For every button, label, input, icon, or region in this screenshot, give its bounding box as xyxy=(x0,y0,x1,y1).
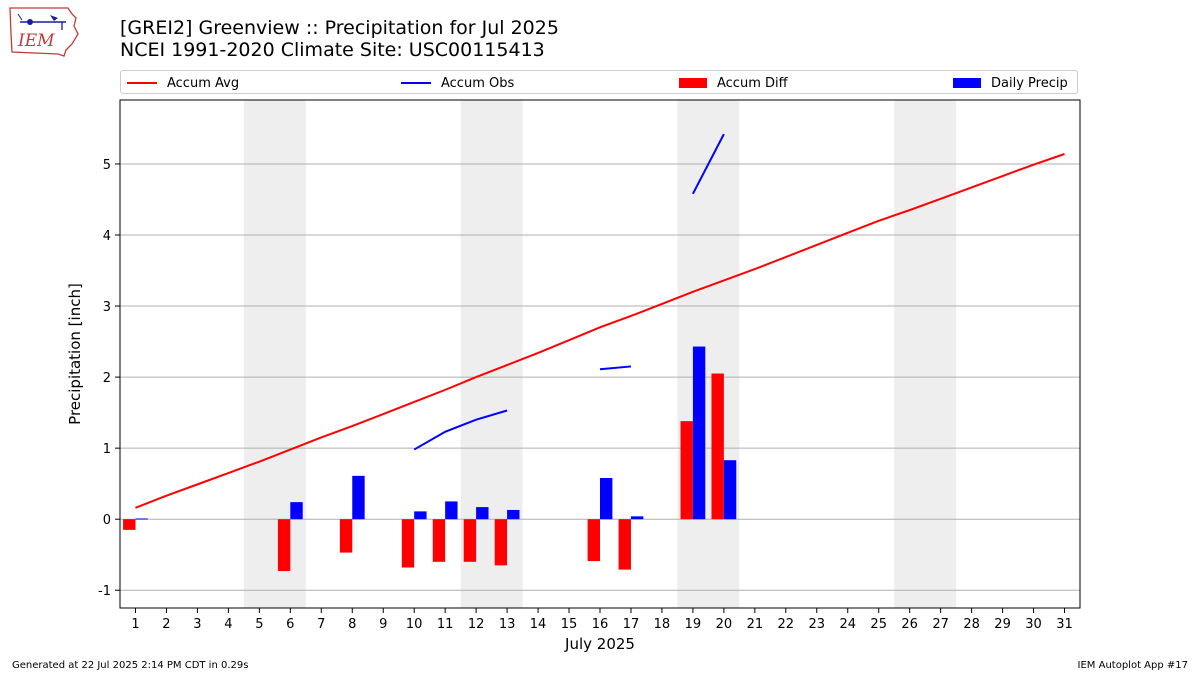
accum-obs-line xyxy=(599,365,632,371)
x-axis-label: July 2025 xyxy=(564,635,635,653)
legend-label-accum-obs: Accum Obs xyxy=(441,75,515,91)
accum-diff-bar xyxy=(401,519,415,568)
daily-precip-bar xyxy=(476,507,489,520)
daily-precip-bar xyxy=(352,475,365,520)
accum-diff-bar xyxy=(711,373,724,520)
y-tick-label: 2 xyxy=(103,371,111,386)
x-tick-label: 18 xyxy=(654,617,671,632)
legend-swatch-daily-precip xyxy=(953,78,981,88)
chart-title: [GREI2] Greenview :: Precipitation for J… xyxy=(120,17,559,39)
daily-precip-bar xyxy=(600,477,613,520)
accum-obs-line xyxy=(692,133,725,195)
x-tick-label: 3 xyxy=(193,617,201,632)
x-tick-label: 27 xyxy=(932,617,949,632)
logo-text: IEM xyxy=(17,31,55,51)
legend: Accum Avg Accum Obs Accum Diff Daily Pre… xyxy=(120,70,1078,94)
accum-diff-bar xyxy=(432,519,446,562)
x-tick-label: 6 xyxy=(286,617,294,632)
x-tick-label: 24 xyxy=(839,617,856,632)
x-tick-label: 4 xyxy=(224,617,232,632)
accum-avg-line xyxy=(135,153,1065,509)
accum-diff-bar xyxy=(463,519,477,562)
legend-swatch-accum-obs xyxy=(401,82,431,84)
x-tick-label: 29 xyxy=(994,617,1011,632)
x-tick-label: 31 xyxy=(1056,617,1073,632)
iem-logo: IEM xyxy=(6,4,82,60)
y-tick-label: 5 xyxy=(103,158,111,173)
legend-item-accum-avg: Accum Avg xyxy=(127,74,239,92)
chart-subtitle: NCEI 1991-2020 Climate Site: USC00115413 xyxy=(120,39,545,61)
x-tick-label: 17 xyxy=(623,617,640,632)
x-tick-label: 14 xyxy=(530,617,547,632)
y-tick-label: 0 xyxy=(103,513,111,528)
daily-precip-bar xyxy=(692,346,706,520)
x-tick-label: 1 xyxy=(131,617,139,632)
y-tick-label: -1 xyxy=(98,584,111,599)
y-axis-label: Precipitation [inch] xyxy=(66,283,84,425)
legend-label-accum-diff: Accum Diff xyxy=(717,75,788,91)
daily-precip-bar xyxy=(135,518,148,520)
daily-precip-bar xyxy=(507,509,520,520)
y-tick-label: 4 xyxy=(103,229,111,244)
accum-diff-bar xyxy=(587,519,600,562)
x-tick-label: 11 xyxy=(437,617,454,632)
x-tick-label: 16 xyxy=(592,617,609,632)
x-tick-label: 8 xyxy=(348,617,356,632)
daily-precip-bar xyxy=(630,516,644,520)
x-tick-label: 5 xyxy=(255,617,263,632)
x-tick-label: 7 xyxy=(317,617,325,632)
accum-obs-line xyxy=(413,409,508,451)
accum-diff-bar xyxy=(339,519,353,553)
accum-diff-bar xyxy=(680,421,693,520)
daily-precip-bar xyxy=(290,502,303,520)
legend-item-accum-diff: Accum Diff xyxy=(679,74,788,92)
x-tick-label: 19 xyxy=(685,617,702,632)
x-tick-label: 13 xyxy=(499,617,516,632)
accum-diff-bar xyxy=(123,519,136,530)
x-tick-label: 15 xyxy=(561,617,578,632)
x-tick-label: 28 xyxy=(963,617,980,632)
x-tick-label: 12 xyxy=(468,617,485,632)
x-tick-label: 20 xyxy=(716,617,733,632)
accum-diff-bar xyxy=(618,519,631,570)
x-tick-label: 23 xyxy=(809,617,826,632)
x-tick-label: 2 xyxy=(162,617,170,632)
x-tick-label: 21 xyxy=(747,617,764,632)
footer-app-id: IEM Autoplot App #17 xyxy=(1077,660,1188,671)
daily-precip-bar xyxy=(414,511,427,520)
legend-swatch-accum-avg xyxy=(127,82,157,84)
x-tick-label: 25 xyxy=(870,617,887,632)
legend-label-daily-precip: Daily Precip xyxy=(991,75,1068,91)
footer-generated: Generated at 22 Jul 2025 2:14 PM CDT in … xyxy=(12,660,249,671)
weekend-band xyxy=(677,100,740,608)
x-tick-label: 22 xyxy=(778,617,795,632)
title-block: [GREI2] Greenview :: Precipitation for J… xyxy=(120,17,559,61)
x-tick-label: 30 xyxy=(1025,617,1042,632)
iowa-map-icon: IEM xyxy=(9,7,79,57)
weekend-band xyxy=(894,100,957,608)
y-tick-label: 3 xyxy=(103,300,111,315)
accum-diff-bar xyxy=(277,519,291,572)
legend-item-accum-obs: Accum Obs xyxy=(401,74,514,92)
accum-diff-bar xyxy=(494,519,508,566)
legend-item-daily-precip: Daily Precip xyxy=(953,74,1068,92)
x-tick-label: 26 xyxy=(901,617,918,632)
legend-label-accum-avg: Accum Avg xyxy=(167,75,240,91)
legend-swatch-accum-diff xyxy=(679,78,707,88)
weekend-band xyxy=(243,100,306,608)
daily-precip-bar xyxy=(445,501,458,520)
x-tick-label: 9 xyxy=(379,617,387,632)
y-tick-label: 1 xyxy=(103,442,111,457)
x-tick-label: 10 xyxy=(406,617,423,632)
daily-precip-bar xyxy=(723,460,737,520)
